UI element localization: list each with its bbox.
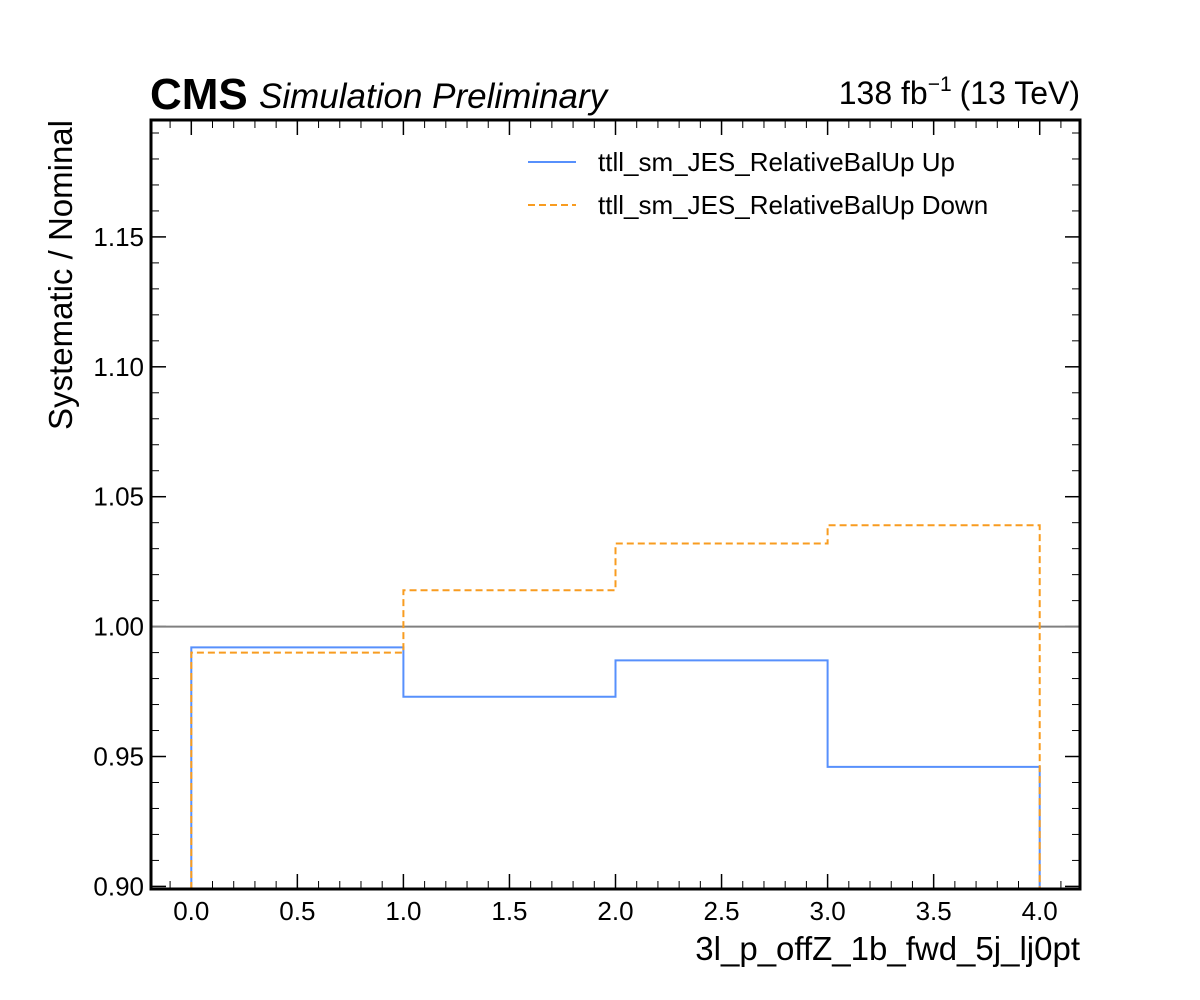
cms-sublabel: Simulation Preliminary <box>259 77 610 116</box>
y-tick-label: 0.90 <box>93 871 144 901</box>
y-tick-label: 0.95 <box>93 742 144 772</box>
y-tick-label: 1.00 <box>93 612 144 642</box>
lumi-label: 138 fb−1 (13 TeV) <box>839 73 1080 111</box>
series-group <box>190 524 1041 889</box>
series-step-up <box>190 646 1041 889</box>
lumi-value: 138 fb <box>839 75 928 111</box>
x-axis-label: 3l_p_offZ_1b_fwd_5j_lj0pt <box>695 930 1080 967</box>
series-step-down <box>190 524 1041 889</box>
x-tick-label: 2.0 <box>597 896 633 926</box>
x-tick-label: 3.5 <box>916 896 952 926</box>
tick-labels: 0.0 0.5 1.0 1.5 2.0 2.5 3.0 3.5 4.0 0.90 0.95 1.00 1… <box>93 222 1057 926</box>
plot-frame <box>149 118 1082 891</box>
x-tick-label: 1.0 <box>385 896 421 926</box>
y-tick-label: 1.10 <box>93 352 144 382</box>
axis-ticks <box>151 120 1080 889</box>
lumi-exponent: −1 <box>928 73 952 96</box>
legend-label-up: ttll_sm_JES_RelativeBalUp Up <box>598 147 955 177</box>
legend: ttll_sm_JES_RelativeBalUp Up ttll_sm_JES… <box>528 147 988 220</box>
y-axis-label: Systematic / Nominal <box>42 120 79 430</box>
y-tick-label: 1.15 <box>93 222 144 252</box>
x-tick-label: 3.0 <box>810 896 846 926</box>
x-tick-label: 4.0 <box>1022 896 1058 926</box>
x-tick-label: 2.5 <box>703 896 739 926</box>
cms-label: CMS <box>150 70 248 119</box>
lumi-energy: (13 TeV) <box>960 75 1080 111</box>
x-tick-label: 0.0 <box>173 896 209 926</box>
legend-label-down: ttll_sm_JES_RelativeBalUp Down <box>598 190 988 220</box>
x-tick-label: 0.5 <box>279 896 315 926</box>
y-tick-label: 1.05 <box>93 482 144 512</box>
x-tick-label: 1.5 <box>491 896 527 926</box>
